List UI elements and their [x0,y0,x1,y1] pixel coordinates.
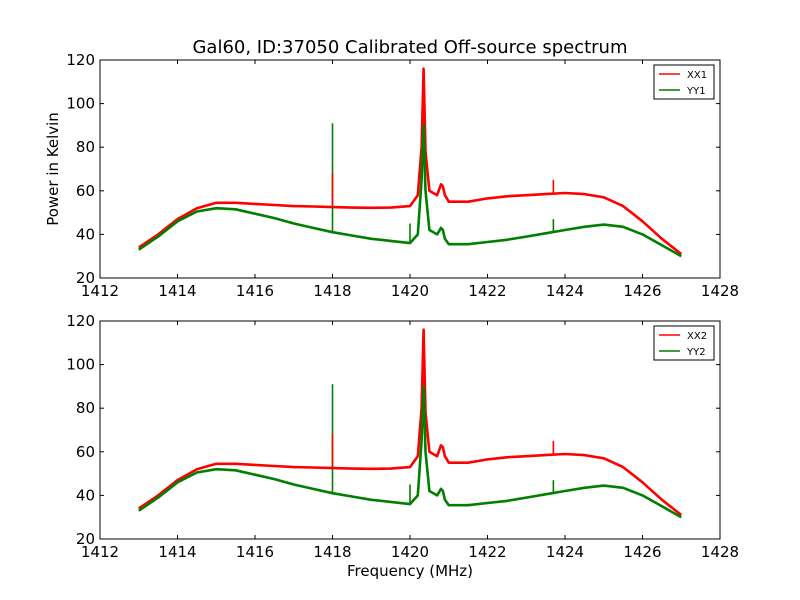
legend-label-xx1: XX1 [687,70,707,81]
x-tick-label: 1412 [81,543,119,561]
x-tick-label: 1428 [701,282,739,300]
x-tick-label: 1416 [236,543,274,561]
y-axis-label: Power in Kelvin [44,112,62,226]
y-tick-label: 80 [76,138,95,156]
y-tick-label: 120 [66,312,95,330]
legend-label-yy1: YY1 [686,86,706,97]
legend-box [653,325,715,361]
bottom-panel: 1412 1414 1416 1418 1420 1422 1424 1426 1428 20 40… [66,312,739,580]
y-tick-label: 20 [76,269,95,287]
series-line-yy2 [138,385,682,519]
x-tick-label: 1416 [236,282,274,300]
top-panel: 1412 1414 1416 1418 1420 1422 1424 1426 1428 20 40… [44,51,739,300]
x-tick-label: 1426 [623,543,661,561]
x-tick-label: 1428 [701,543,739,561]
x-tick-label: 1414 [158,543,196,561]
legend-box [653,64,715,100]
y-tick-label: 100 [66,356,95,374]
x-tick-label: 1412 [81,282,119,300]
x-tick-label: 1422 [468,543,506,561]
legend-label-xx2: XX2 [687,331,707,342]
x-tick-label: 1424 [546,543,584,561]
x-tick-label: 1420 [391,543,429,561]
y-tick-label: 60 [76,182,95,200]
x-tick-label: 1420 [391,282,429,300]
x-tick-label: 1422 [468,282,506,300]
x-tick-label: 1418 [313,543,351,561]
x-tick-label: 1414 [158,282,196,300]
x-axis-label: Frequency (MHz) [347,562,473,580]
legend-label-yy2: YY2 [686,347,706,358]
y-tick-label: 100 [66,95,95,113]
x-tick-label: 1418 [313,282,351,300]
y-tick-label: 120 [66,51,95,69]
y-tick-label: 20 [76,530,95,548]
chart-title: Gal60, ID:37050 Calibrated Off-source sp… [192,37,627,58]
x-tick-label: 1424 [546,282,584,300]
y-tick-label: 40 [76,486,95,504]
series-line-yy1 [138,124,682,258]
y-tick-label: 40 [76,225,95,243]
y-tick-label: 80 [76,399,95,417]
x-tick-label: 1426 [623,282,661,300]
y-tick-label: 60 [76,443,95,461]
